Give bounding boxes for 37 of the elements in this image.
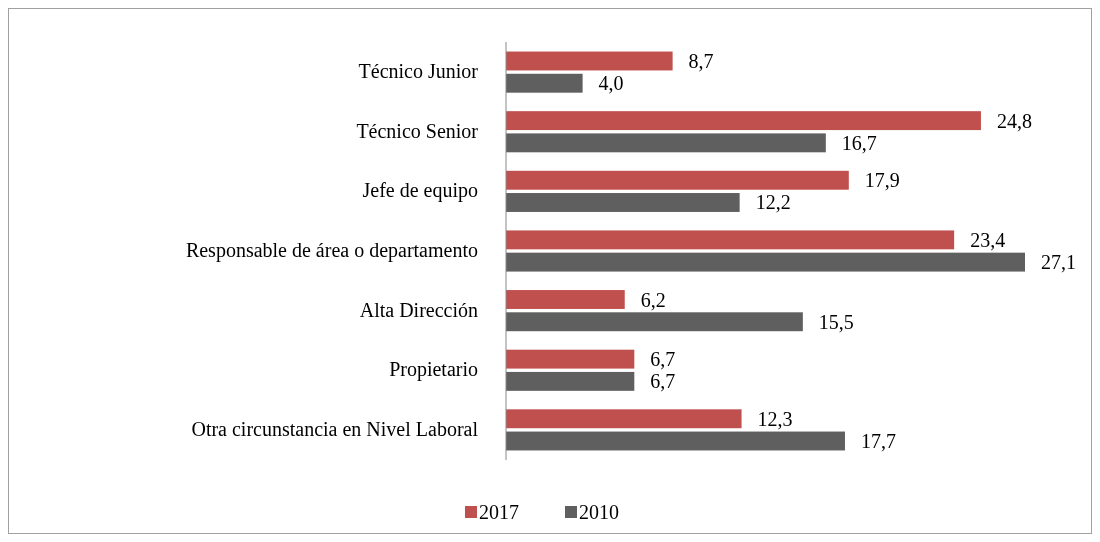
y-tick-label: Propietario [389, 358, 478, 382]
bar [506, 230, 955, 250]
bar [506, 170, 849, 190]
bar [506, 111, 981, 131]
bar [506, 312, 803, 332]
data-label: 16,7 [841, 131, 877, 154]
y-tick-label: Responsable de área o departamento [185, 239, 478, 262]
bar [506, 51, 673, 71]
y-tick-label: Alta Dirección [359, 298, 478, 321]
data-label: 8,7 [688, 49, 714, 72]
bar [506, 290, 625, 309]
data-label: 6,2 [640, 288, 666, 311]
bar [506, 73, 583, 93]
data-label: 23,4 [970, 228, 1006, 251]
bar [506, 252, 1025, 272]
data-label: 15,5 [818, 310, 854, 333]
data-label: 17,7 [860, 430, 896, 453]
bar [506, 349, 635, 369]
y-tick-label: Otra circunstancia en Nivel Laboral [191, 417, 479, 440]
legend-label: 2017 [479, 501, 519, 523]
data-label: 12,2 [755, 191, 791, 214]
y-tick-label: Técnico Junior [358, 60, 479, 83]
legend-label: 2010 [579, 501, 619, 523]
bar [506, 431, 845, 451]
bar [506, 133, 826, 153]
data-label: 6,7 [650, 370, 676, 393]
y-tick-label: Técnico Senior [356, 119, 479, 142]
bar [506, 193, 740, 212]
data-label: 4,0 [598, 72, 624, 95]
data-label: 12,3 [757, 407, 793, 430]
data-label: 27,1 [1041, 251, 1076, 274]
data-label: 17,9 [864, 169, 900, 192]
data-label: 6,7 [650, 348, 676, 371]
bar [506, 371, 635, 391]
bar [506, 409, 742, 429]
y-tick-label: Jefe de equipo [362, 179, 478, 203]
data-label: 24,8 [996, 109, 1032, 132]
